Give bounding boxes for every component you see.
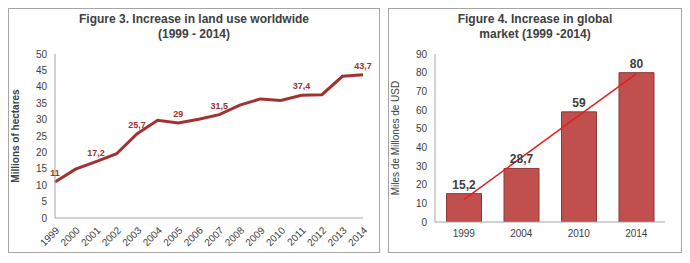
- svg-text:37,4: 37,4: [293, 81, 311, 91]
- svg-text:20: 20: [416, 179, 428, 190]
- svg-text:25,7: 25,7: [128, 120, 146, 130]
- svg-text:15: 15: [36, 163, 48, 174]
- svg-text:20: 20: [36, 147, 48, 158]
- svg-text:5: 5: [41, 196, 47, 207]
- svg-text:80: 80: [630, 57, 644, 71]
- svg-text:10: 10: [36, 180, 48, 191]
- svg-text:2014: 2014: [346, 224, 370, 248]
- svg-text:1999: 1999: [453, 228, 476, 239]
- svg-text:50: 50: [36, 49, 48, 60]
- svg-text:Millions of hectares: Millions of hectares: [10, 89, 21, 183]
- svg-text:15,2: 15,2: [452, 178, 476, 192]
- svg-text:31,5: 31,5: [211, 101, 229, 111]
- svg-text:2014: 2014: [625, 228, 648, 239]
- html-text:Figure 3. Increase in land use: Figure 3. Increase in land use worldwide…: [79, 12, 309, 41]
- svg-text:70: 70: [416, 86, 428, 97]
- svg-text:35: 35: [36, 98, 48, 109]
- svg-text:0: 0: [41, 213, 47, 224]
- svg-text:45: 45: [36, 65, 48, 76]
- svg-text:2009: 2009: [243, 224, 267, 248]
- svg-text:90: 90: [416, 49, 428, 60]
- svg-text:2011: 2011: [285, 224, 308, 247]
- svg-text:11: 11: [50, 168, 60, 178]
- svg-text:40: 40: [416, 142, 428, 153]
- svg-text:2013: 2013: [325, 224, 349, 248]
- svg-text:2010: 2010: [568, 228, 591, 239]
- svg-text:2004: 2004: [141, 224, 165, 248]
- html-text:Figure 4. Increase in global m: Figure 4. Increase in global market (199…: [457, 12, 613, 41]
- svg-text:2006: 2006: [182, 224, 206, 248]
- svg-text:2012: 2012: [305, 224, 329, 248]
- svg-text:60: 60: [416, 105, 428, 116]
- svg-text:17,2: 17,2: [87, 148, 105, 158]
- svg-text:1999: 1999: [38, 224, 62, 248]
- svg-text:2000: 2000: [58, 224, 82, 248]
- svg-text:2005: 2005: [161, 224, 185, 248]
- svg-text:Miles de Millones de USD: Miles de Millones de USD: [390, 81, 401, 196]
- svg-text:10: 10: [416, 198, 428, 209]
- svg-text:30: 30: [36, 114, 48, 125]
- svg-text:40: 40: [36, 81, 48, 92]
- svg-text:2007: 2007: [202, 224, 226, 248]
- svg-text:2008: 2008: [223, 224, 247, 248]
- svg-text:2002: 2002: [100, 224, 124, 248]
- svg-text:50: 50: [416, 123, 428, 134]
- svg-text:59: 59: [572, 96, 586, 110]
- svg-text:25: 25: [36, 131, 48, 142]
- svg-text:29: 29: [173, 109, 183, 119]
- svg-text:2010: 2010: [264, 224, 288, 248]
- svg-text:2001: 2001: [79, 224, 103, 248]
- svg-text:43,7: 43,7: [354, 61, 372, 71]
- svg-text:30: 30: [416, 161, 428, 172]
- svg-text:2004: 2004: [510, 228, 533, 239]
- svg-text:28,7: 28,7: [510, 152, 534, 166]
- svg-text:80: 80: [416, 67, 428, 78]
- svg-text:2003: 2003: [120, 224, 144, 248]
- svg-text:0: 0: [421, 217, 427, 228]
